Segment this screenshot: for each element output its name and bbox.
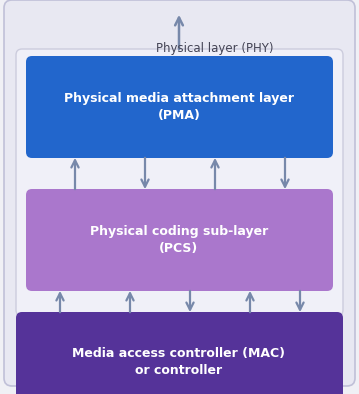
FancyBboxPatch shape	[16, 49, 343, 316]
FancyBboxPatch shape	[4, 0, 355, 386]
FancyBboxPatch shape	[16, 312, 343, 394]
Text: Physical coding sub-layer
(PCS): Physical coding sub-layer (PCS)	[90, 225, 268, 255]
Text: Media access controller (MAC)
or controller: Media access controller (MAC) or control…	[73, 347, 285, 377]
FancyBboxPatch shape	[26, 56, 333, 158]
Text: Physical layer (PHY): Physical layer (PHY)	[156, 42, 274, 55]
Text: Physical media attachment layer
(PMA): Physical media attachment layer (PMA)	[64, 92, 294, 122]
FancyBboxPatch shape	[26, 189, 333, 291]
